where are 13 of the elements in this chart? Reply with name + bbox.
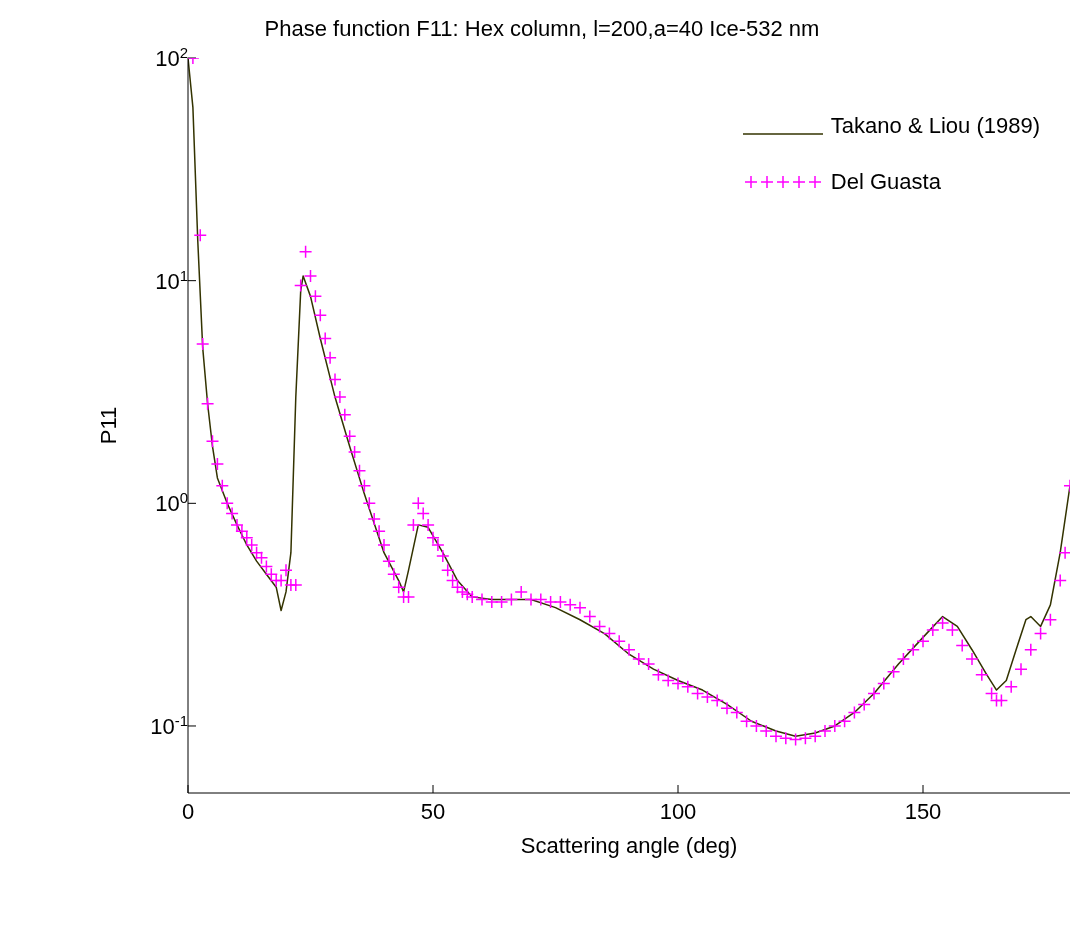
y-tick-label: 10$^{-1}$ (150, 711, 188, 739)
chart-title: Phase function F11: Hex column, l=200,a=40 Ice-532 nm (263, 16, 821, 42)
y-tick-label: 10$^{2}$ (155, 43, 188, 71)
x-tick-label: 100 (659, 798, 697, 824)
y-tick-label: 10$^{1}$ (155, 266, 188, 294)
x-tick-label: 150 (904, 798, 942, 824)
x-tick-label: 50 (420, 798, 446, 824)
x-tick-label: 0 (181, 798, 195, 824)
legend-label: Del Guasta (830, 168, 941, 196)
x-axis-title: Scattering angle (deg) (520, 833, 738, 858)
legend-label: Takano & Liou (1989) (830, 112, 1040, 140)
y-axis-title: P11 (95, 406, 121, 445)
y-tick-label: 10$^{0}$ (155, 488, 188, 517)
